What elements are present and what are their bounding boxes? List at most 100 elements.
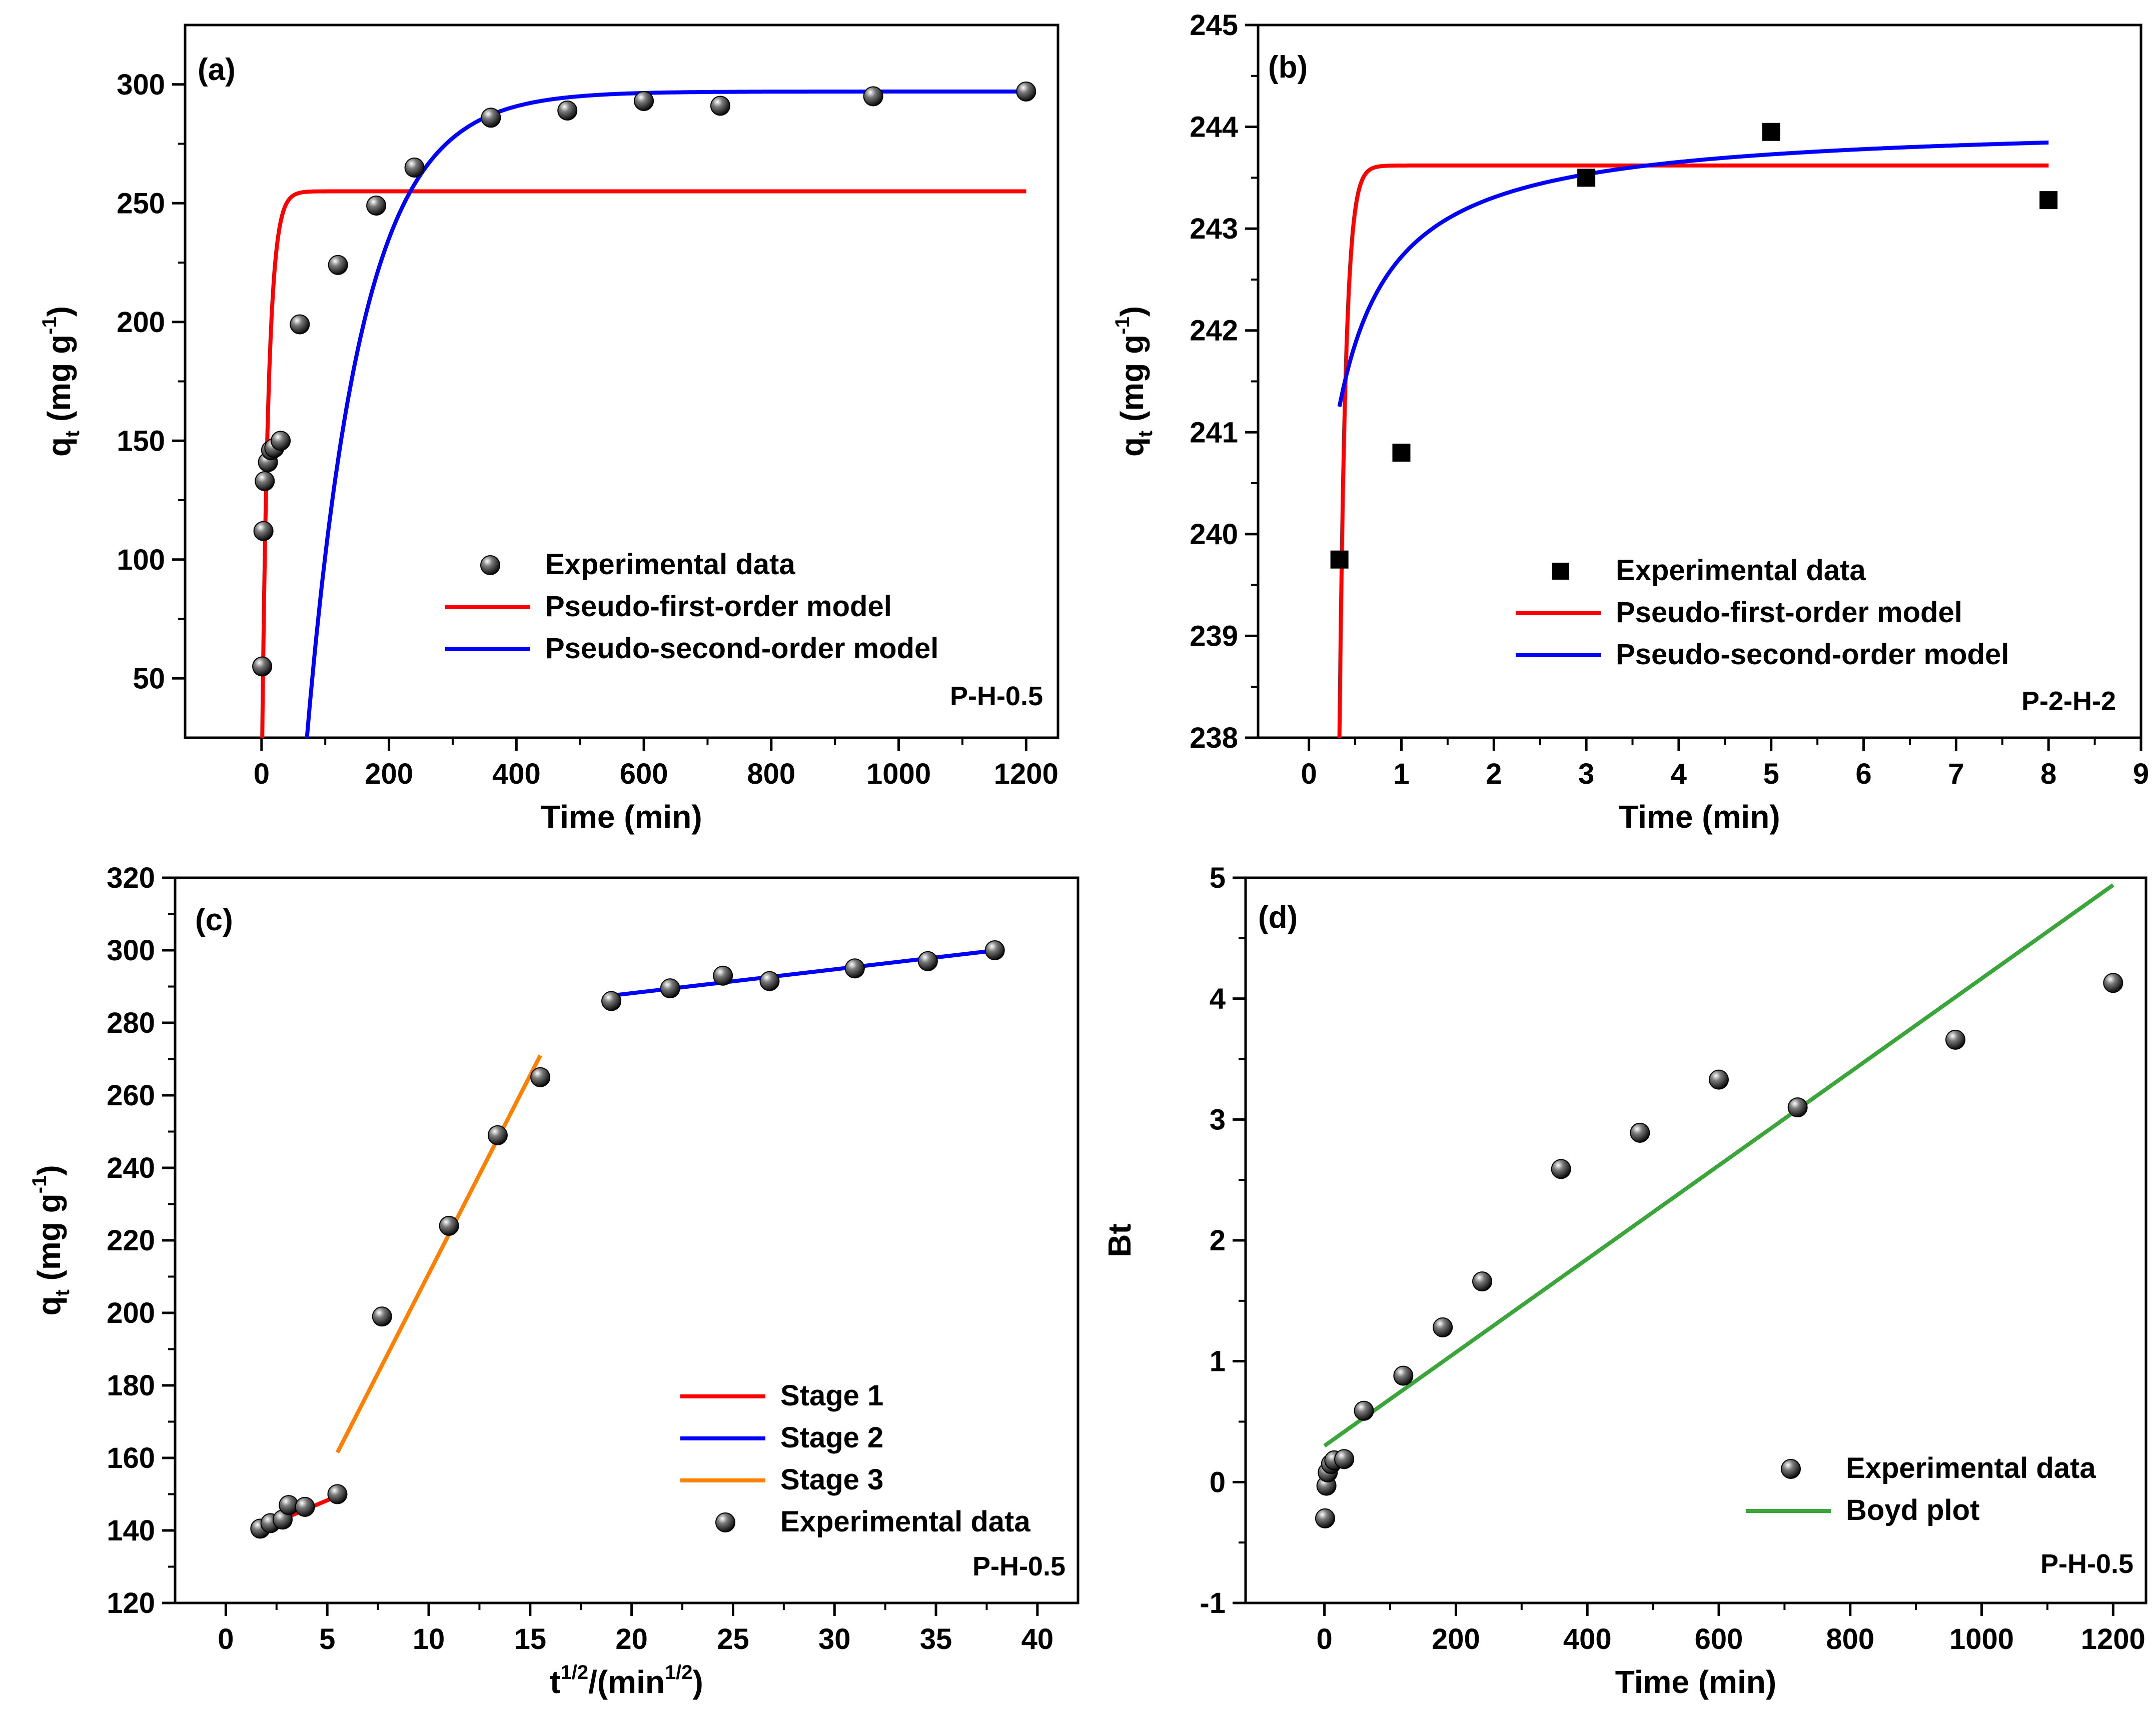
data-point: [271, 431, 291, 451]
data-point: [1433, 1317, 1453, 1337]
legend-label: Experimental data: [1846, 1452, 2096, 1484]
legend-label: Experimental data: [545, 548, 795, 581]
x-tick-label: 1000: [866, 758, 931, 790]
plot-frame: [174, 876, 1080, 1604]
data-point: [1577, 169, 1596, 187]
y-tick-label: 240: [1190, 518, 1238, 551]
y-tick-label: 280: [107, 1007, 155, 1039]
y-tick-label: 150: [117, 425, 165, 457]
legend: Experimental data Pseudo-first-order mode…: [445, 548, 938, 665]
legend: Stage 1 Stage 2 Stage 3 Experimental data: [680, 1379, 1030, 1538]
data-point: [404, 158, 425, 178]
series-line-pseudo-first-order-model: [1337, 163, 2049, 738]
x-tick-label: 30: [818, 1623, 851, 1655]
data-point: [1393, 1365, 1414, 1386]
series-line-pseudo-second-order-model: [305, 90, 1027, 738]
y-tick-label: 0: [1210, 1466, 1226, 1498]
data-point: [372, 1306, 392, 1327]
legend-label: Stage 3: [780, 1463, 883, 1496]
panel-label: (a): [198, 53, 236, 87]
x-axis-label: Time (min): [541, 799, 702, 835]
data-point: [863, 86, 883, 107]
legend-marker: [1781, 1459, 1801, 1479]
y-tick-label: 260: [107, 1079, 155, 1112]
plot-frame: [1257, 24, 2142, 739]
y-tick-label: 240: [107, 1152, 155, 1184]
y-tick-label: 250: [117, 187, 165, 220]
label-part: t: [52, 1289, 74, 1296]
chart-panel-c: 0 5 10 15 20 25 30 35 40 120 140 160 180 200 220 240 260…: [29, 862, 1080, 1700]
label-part: (mg g: [1114, 335, 1150, 431]
legend-marker: [1552, 563, 1569, 580]
x-tick-label: 5: [1763, 758, 1779, 790]
label-part: /(min: [588, 1664, 665, 1700]
panel-label: (c): [195, 903, 233, 937]
x-tick-label: 4: [1671, 758, 1687, 790]
y-tick-label: 160: [107, 1442, 155, 1474]
y-tick-label: 2: [1210, 1224, 1226, 1257]
data-point: [1472, 1271, 1492, 1292]
label-part: -1: [1112, 317, 1134, 335]
x-tick-label: 1000: [1949, 1623, 2014, 1655]
y-tick-label: 3: [1210, 1103, 1226, 1136]
y-tick-label: 245: [1190, 9, 1238, 42]
data-point: [917, 951, 938, 971]
y-tick-label: 100: [117, 544, 165, 576]
y-tick-label: 200: [117, 306, 165, 339]
y-tick-label: 242: [1190, 315, 1238, 347]
data-area: [250, 940, 1005, 1539]
chart-panel-b: 0 1 2 3 4 5 6 7 8 9 238 239 240 241 242 243 244 245 Time (…: [1112, 9, 2149, 835]
y-tick-label: 300: [107, 934, 155, 967]
y-tick-label: 4: [1210, 983, 1226, 1015]
x-tick-label: 35: [920, 1623, 952, 1655]
x-tick-label: 1: [1393, 758, 1409, 790]
x-tick-label: 25: [717, 1623, 749, 1655]
x-tick-label: 0: [254, 758, 270, 790]
data-point: [1334, 1449, 1355, 1469]
y-tick-label: 241: [1190, 416, 1238, 449]
label-part: -1: [39, 317, 61, 335]
y-tick-label: 244: [1190, 111, 1238, 144]
data-area: [252, 82, 1036, 738]
panel-label: (d): [1258, 900, 1298, 935]
label-part: ): [41, 306, 77, 317]
label-part: t: [550, 1664, 560, 1700]
y-axis-label: qt (mg g-1): [39, 306, 84, 457]
data-point: [1762, 123, 1780, 141]
y-tick-label: 243: [1190, 213, 1238, 245]
panel-label: (b): [1268, 50, 1308, 85]
data-point: [557, 101, 578, 121]
x-tick-label: 9: [2133, 758, 2149, 790]
data-point: [1016, 82, 1036, 102]
series-line-boyd-plot: [1323, 883, 2114, 1448]
data-point: [2103, 973, 2123, 993]
x-tick-label: 6: [1855, 758, 1871, 790]
label-part: t: [1135, 431, 1157, 437]
data-point: [439, 1216, 459, 1236]
data-point: [1708, 1069, 1729, 1090]
x-axis-label: Time (min): [1615, 1664, 1776, 1700]
data-point: [255, 471, 275, 491]
data-point: [530, 1067, 551, 1087]
x-tick-label: 3: [1578, 758, 1594, 790]
legend-label: Pseudo-first-order model: [545, 590, 892, 623]
y-tick-label: 50: [133, 662, 165, 695]
sample-label: P-2-H-2: [2021, 686, 2116, 716]
data-point: [713, 965, 733, 986]
x-tick-label: 40: [1021, 1623, 1054, 1655]
legend-label: Experimental data: [780, 1505, 1030, 1538]
x-tick-label: 1200: [994, 758, 1058, 790]
x-tick-label: 5: [319, 1623, 335, 1655]
x-tick-label: 200: [365, 758, 413, 790]
data-area: [1330, 123, 2058, 738]
x-tick-label: 800: [1826, 1623, 1874, 1655]
plot-frame: [1244, 876, 2147, 1604]
x-tick-label: 7: [1948, 758, 1964, 790]
label-part: t: [62, 431, 84, 437]
series-line-pseudo-first-order-model: [260, 189, 1027, 738]
data-point: [487, 1125, 508, 1145]
legend-label: Boyd plot: [1846, 1494, 1979, 1526]
data-point: [1354, 1400, 1374, 1421]
data-point: [1630, 1122, 1650, 1143]
